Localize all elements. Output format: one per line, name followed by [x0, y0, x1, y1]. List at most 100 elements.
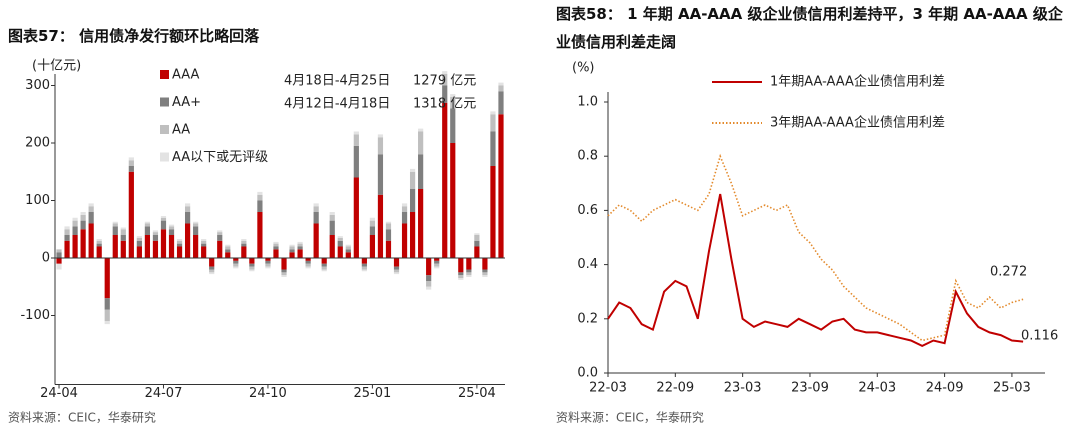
bar-segment [120, 227, 126, 230]
bar-segment [377, 154, 384, 195]
bar-segment [160, 220, 167, 230]
annotation-amount: 1318 亿元 [413, 97, 476, 112]
bar-segment [329, 212, 335, 215]
bar-segment [265, 266, 271, 269]
bar-segment [409, 171, 416, 189]
bar-segment [80, 229, 86, 258]
bar-segment [418, 128, 424, 132]
bar-segment [241, 243, 247, 247]
bar-segment [337, 240, 343, 247]
bar-segment [80, 212, 86, 215]
bar-segment [313, 203, 319, 207]
bar-segment [176, 243, 183, 247]
bar-segment [160, 217, 167, 221]
bar-segment [104, 258, 110, 299]
bar-segment [152, 230, 159, 233]
bar-segment [120, 229, 126, 235]
bar-segment [337, 237, 343, 241]
annotation-period: 4月18日-4月25日 [284, 74, 390, 89]
x-tick-label: 24-04 [40, 386, 78, 401]
bar-segment [474, 246, 480, 258]
bar-segment [201, 243, 207, 247]
legend-swatch [160, 125, 169, 134]
bar-segment [233, 263, 239, 267]
bar-segment [321, 263, 327, 267]
bar-segment [273, 243, 279, 247]
bar-segment [434, 258, 440, 261]
y-tick-label: -100 [20, 308, 50, 323]
bar-segment [249, 266, 255, 270]
bar-segment [152, 235, 159, 241]
y-tick-label: 0 [42, 251, 50, 266]
bar-segment [225, 244, 231, 247]
bar-segment [281, 272, 287, 276]
bar-segment [144, 221, 151, 224]
y-tick-label: 0.4 [577, 257, 598, 272]
bar-segment [297, 249, 303, 258]
bar-segment [329, 214, 335, 221]
y-tick-label: 0.2 [577, 311, 598, 326]
y-axis-label: (%) [572, 61, 595, 76]
bar-segment [385, 240, 392, 258]
legend-swatch [160, 152, 169, 162]
bar-segment [128, 160, 134, 166]
bar-segment [490, 131, 496, 166]
bar-segment [289, 244, 295, 247]
bar-segment [257, 200, 263, 212]
bar-segment [450, 143, 456, 258]
bar-segment [474, 235, 480, 241]
bar-segment [345, 249, 351, 253]
x-tick-label: 25-01 [354, 386, 392, 401]
bar-segment [321, 269, 327, 272]
bar-segment [217, 240, 223, 258]
bar-segment [225, 252, 231, 258]
source: 资料来源：CEIC，华泰研究 [8, 410, 156, 425]
x-tick-label: 25-03 [993, 381, 1031, 396]
bar-segment [450, 94, 456, 97]
bar-segment [345, 252, 351, 258]
bar-segment [281, 269, 287, 273]
bar-segment [450, 108, 456, 143]
bar-segment [313, 212, 319, 224]
bar-segment [96, 246, 102, 258]
bar-segment [466, 269, 472, 273]
chart-title: 图表57： 信用债净发行额环比略回落 [8, 27, 260, 45]
y-tick-label: 0.8 [577, 149, 598, 164]
x-tick-label: 24-07 [145, 386, 183, 401]
bar-segment [265, 260, 271, 264]
bar-segment [458, 258, 464, 273]
legend-swatch [160, 70, 169, 79]
legend-label: 1年期AA-AAA企业债信用利差 [770, 74, 945, 90]
legend-label: AA+ [172, 95, 201, 110]
bar-segment [466, 272, 472, 276]
y-tick-label: 0.6 [577, 203, 598, 218]
bar-segment [482, 275, 488, 277]
bar-segment [265, 263, 271, 267]
source: 资料来源：CEIC，华泰研究 [556, 410, 704, 425]
bar-segment [136, 237, 142, 241]
bar-segment [176, 239, 183, 241]
bar-segment [88, 223, 94, 258]
bar-segment [337, 236, 343, 238]
bar-segment [72, 235, 78, 258]
annotation-amount: 1279 亿元 [413, 74, 476, 89]
bar-segment [56, 249, 62, 253]
bar-segment [112, 235, 118, 258]
bar-segment [281, 258, 287, 270]
bar-segment [409, 212, 416, 258]
bar-segment [377, 137, 384, 155]
bar-segment [225, 249, 231, 253]
y-tick-label: 300 [25, 78, 50, 93]
bar-segment [72, 220, 78, 227]
x-tick-label: 24-10 [249, 386, 287, 401]
bar-segment [128, 157, 134, 161]
bar-segment [329, 220, 335, 235]
x-tick-label: 23-03 [724, 381, 762, 396]
bar-segment [72, 226, 78, 235]
bar-segment [217, 232, 223, 235]
legend-label: AAA [172, 68, 200, 83]
bar-segment [184, 212, 191, 224]
bar-segment [88, 203, 94, 207]
x-tick-label: 24-09 [926, 381, 964, 396]
